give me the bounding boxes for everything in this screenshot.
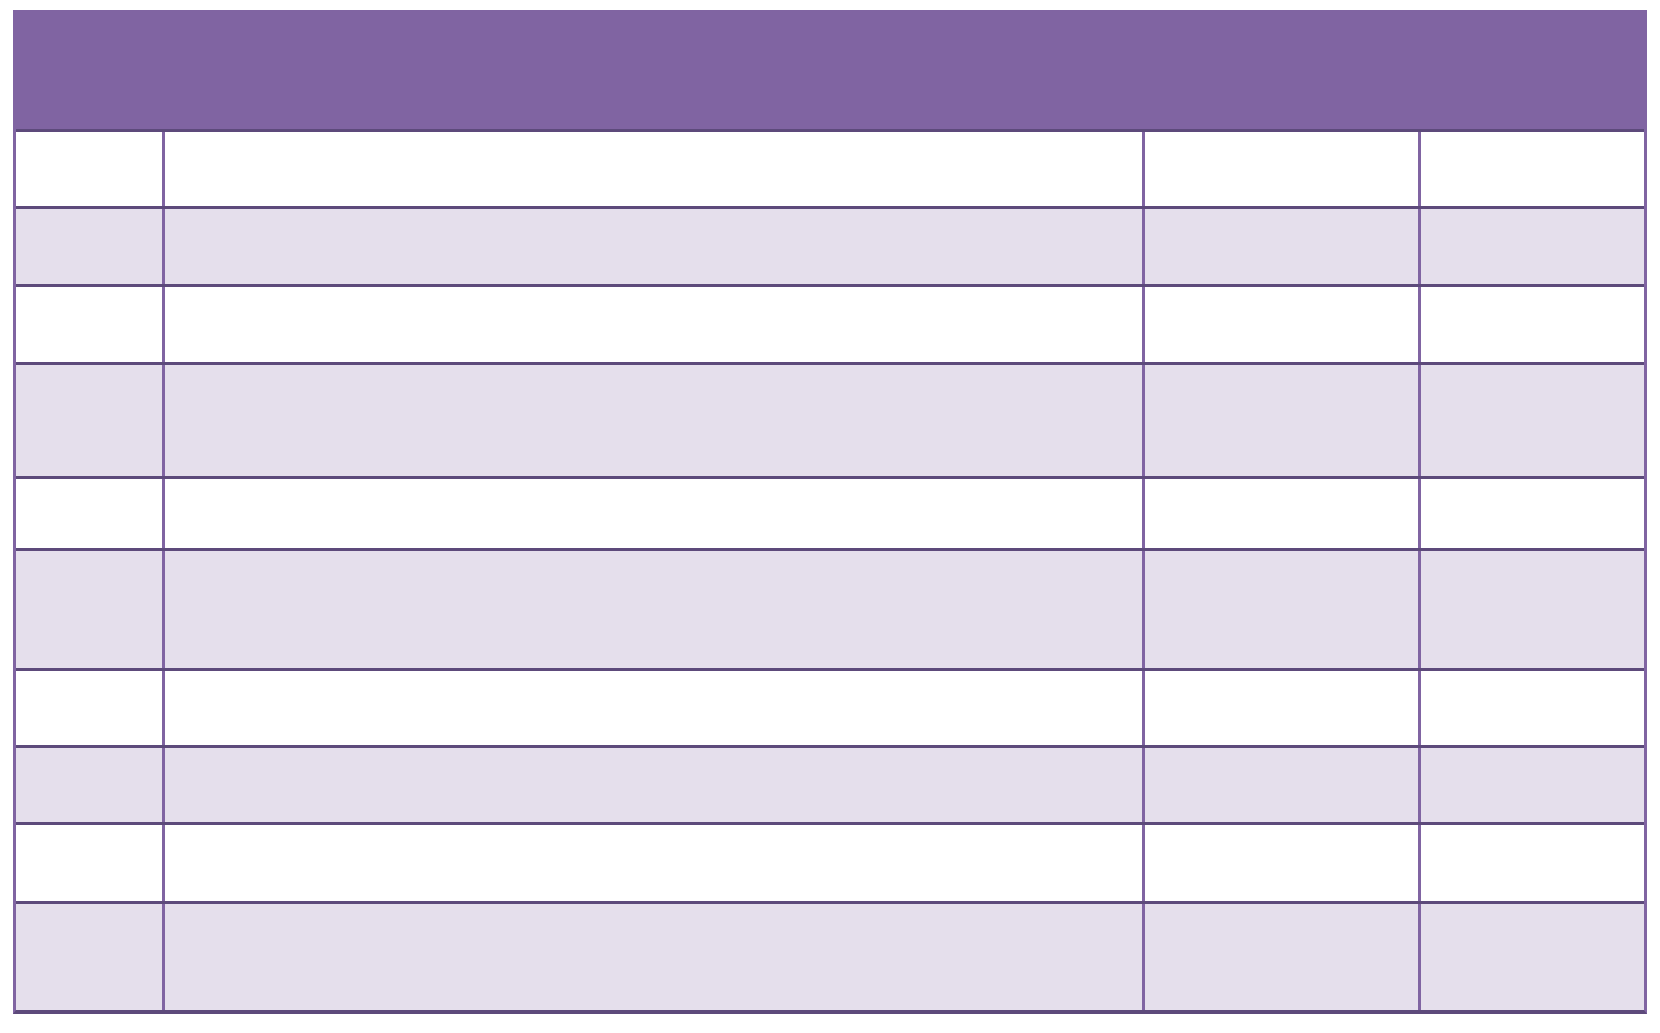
table-row: [16, 825, 1644, 904]
table-cell[interactable]: [16, 287, 165, 362]
table-body: [16, 132, 1644, 1010]
table-cell[interactable]: [16, 365, 165, 476]
table-cell[interactable]: [1145, 551, 1421, 668]
table-cell[interactable]: [1145, 365, 1421, 476]
table-cell[interactable]: [165, 132, 1145, 206]
table-cell[interactable]: [165, 748, 1145, 822]
table-cell[interactable]: [1421, 287, 1644, 362]
table-cell[interactable]: [1145, 748, 1421, 822]
table-cell[interactable]: [1421, 479, 1644, 548]
table-cell[interactable]: [165, 671, 1145, 745]
table-cell[interactable]: [1145, 479, 1421, 548]
table-cell[interactable]: [1421, 132, 1644, 206]
table-cell[interactable]: [1145, 904, 1421, 1010]
table-cell[interactable]: [16, 748, 165, 822]
table-row: [16, 904, 1644, 1010]
table-cell[interactable]: [1421, 551, 1644, 668]
table-cell[interactable]: [1421, 209, 1644, 284]
table-cell[interactable]: [1145, 209, 1421, 284]
table-cell[interactable]: [1421, 825, 1644, 901]
table-row: [16, 287, 1644, 365]
table-cell[interactable]: [1421, 904, 1644, 1010]
table-cell[interactable]: [16, 904, 165, 1010]
table-cell[interactable]: [165, 904, 1145, 1010]
table-row: [16, 209, 1644, 287]
table-cell[interactable]: [1145, 287, 1421, 362]
table-header-cell[interactable]: [16, 10, 1644, 132]
table-row: [16, 365, 1644, 479]
table-cell[interactable]: [1145, 825, 1421, 901]
table-row: [16, 479, 1644, 551]
table-cell[interactable]: [16, 479, 165, 548]
table-cell[interactable]: [16, 825, 165, 901]
table-cell[interactable]: [165, 479, 1145, 548]
table-cell[interactable]: [16, 132, 165, 206]
table-cell[interactable]: [165, 825, 1145, 901]
table-cell[interactable]: [1421, 671, 1644, 745]
table-cell[interactable]: [165, 551, 1145, 668]
table-cell[interactable]: [1421, 748, 1644, 822]
table-cell[interactable]: [1421, 365, 1644, 476]
table-cell[interactable]: [165, 365, 1145, 476]
table-cell[interactable]: [165, 287, 1145, 362]
table-cell[interactable]: [16, 671, 165, 745]
table-cell[interactable]: [1145, 132, 1421, 206]
table-cell[interactable]: [1145, 671, 1421, 745]
table-row: [16, 671, 1644, 748]
table-row: [16, 132, 1644, 209]
table-cell[interactable]: [165, 209, 1145, 284]
table-row: [16, 551, 1644, 671]
table-cell[interactable]: [16, 209, 165, 284]
table-row: [16, 748, 1644, 825]
table-cell[interactable]: [16, 551, 165, 668]
document-table: [13, 10, 1647, 1014]
